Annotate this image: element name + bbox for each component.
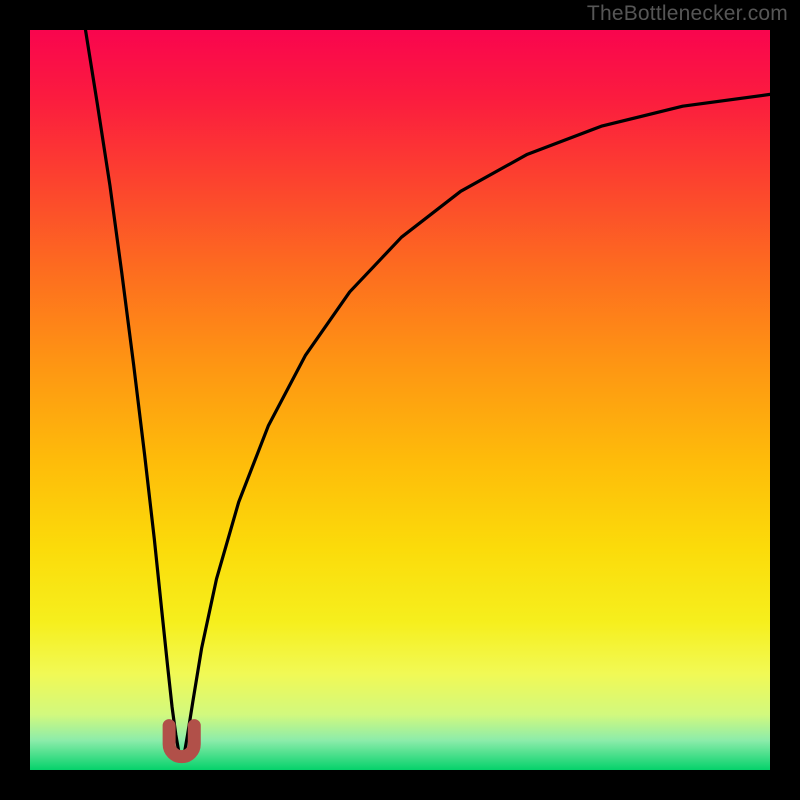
gradient-background [30, 30, 770, 770]
figure-container: TheBottlenecker.com [0, 0, 800, 800]
watermark-text: TheBottlenecker.com [587, 2, 788, 26]
plot-area [30, 30, 770, 770]
chart-svg [30, 30, 770, 770]
